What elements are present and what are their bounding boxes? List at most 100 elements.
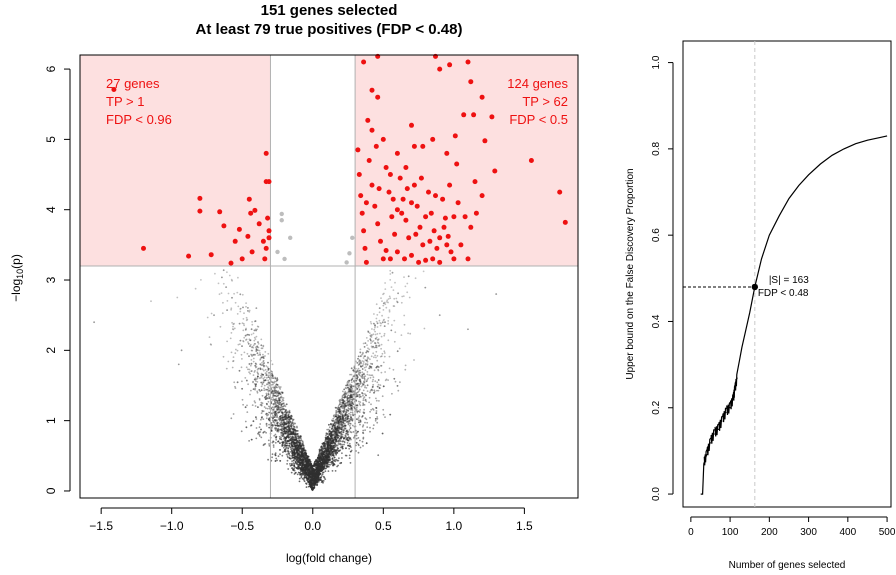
background-point	[339, 417, 342, 420]
background-point	[338, 416, 341, 419]
background-point	[275, 395, 278, 398]
background-point	[285, 416, 287, 419]
background-point	[344, 405, 346, 407]
background-point	[256, 377, 259, 379]
background-point	[277, 407, 280, 410]
background-point	[326, 453, 329, 456]
background-point	[246, 352, 249, 355]
background-point	[275, 386, 277, 389]
background-point	[331, 425, 334, 428]
background-point	[362, 352, 364, 355]
background-point	[280, 403, 283, 406]
background-point	[381, 314, 383, 317]
background-point	[268, 383, 270, 385]
background-point	[246, 333, 249, 336]
background-point	[244, 420, 247, 423]
background-point	[275, 399, 277, 402]
background-point	[345, 393, 347, 396]
background-point	[287, 414, 289, 417]
background-point	[365, 400, 368, 403]
background-point	[348, 454, 351, 457]
background-point	[350, 408, 353, 410]
background-point	[355, 434, 358, 437]
background-point	[343, 403, 346, 405]
background-point	[326, 432, 329, 435]
background-point	[257, 326, 260, 328]
background-point	[359, 348, 362, 351]
background-point	[357, 443, 360, 446]
background-point	[287, 414, 290, 417]
background-point	[341, 420, 344, 422]
background-point	[349, 388, 352, 391]
background-point	[265, 394, 268, 397]
background-point	[244, 328, 247, 331]
background-point	[279, 386, 282, 388]
background-point	[361, 377, 364, 379]
background-point	[342, 431, 344, 434]
background-point	[284, 416, 286, 419]
background-point	[336, 411, 338, 414]
background-point	[252, 388, 255, 390]
background-point	[258, 389, 261, 391]
background-point	[378, 387, 381, 389]
background-point	[323, 442, 325, 444]
background-point	[349, 427, 352, 429]
background-point	[282, 424, 285, 427]
background-point	[268, 381, 270, 383]
background-point	[255, 363, 258, 366]
background-point	[298, 439, 301, 442]
background-point	[289, 451, 292, 453]
background-point	[362, 351, 364, 354]
background-point	[248, 368, 251, 371]
background-point	[271, 375, 274, 378]
background-point	[292, 423, 295, 426]
background-point	[227, 292, 230, 295]
background-point	[238, 369, 241, 372]
background-point	[358, 396, 361, 399]
background-point	[373, 390, 376, 393]
background-point	[393, 319, 396, 322]
background-point	[249, 339, 252, 342]
background-point	[277, 440, 279, 443]
background-point	[344, 393, 347, 395]
background-point	[342, 399, 345, 401]
background-point	[233, 381, 236, 384]
background-point	[274, 406, 277, 408]
background-point	[371, 386, 374, 389]
background-point	[279, 396, 282, 399]
background-point	[340, 421, 343, 423]
background-point	[342, 419, 345, 421]
background-point	[349, 390, 352, 393]
background-point	[271, 396, 274, 399]
background-point	[261, 356, 264, 359]
background-point	[378, 386, 381, 389]
background-point	[340, 403, 343, 406]
background-point	[274, 401, 276, 403]
background-point	[357, 357, 359, 360]
background-point	[364, 355, 366, 357]
background-point	[281, 391, 284, 394]
background-point	[373, 389, 376, 392]
background-point	[247, 307, 249, 309]
background-point	[260, 404, 263, 407]
background-point	[287, 411, 290, 414]
background-point	[241, 387, 244, 390]
background-point	[226, 271, 228, 274]
background-point	[346, 399, 348, 402]
background-point	[344, 424, 346, 427]
background-point	[357, 390, 360, 393]
background-point	[263, 376, 266, 379]
background-point	[391, 324, 393, 326]
background-point	[285, 403, 288, 406]
background-point	[254, 387, 257, 390]
background-point	[238, 369, 241, 372]
background-point	[280, 425, 283, 428]
background-point	[355, 379, 358, 382]
background-point	[252, 332, 255, 335]
background-point	[286, 421, 289, 424]
background-point	[279, 417, 282, 420]
background-point	[253, 383, 256, 385]
background-point	[300, 461, 303, 463]
background-point	[259, 352, 261, 354]
background-point	[301, 477, 304, 480]
